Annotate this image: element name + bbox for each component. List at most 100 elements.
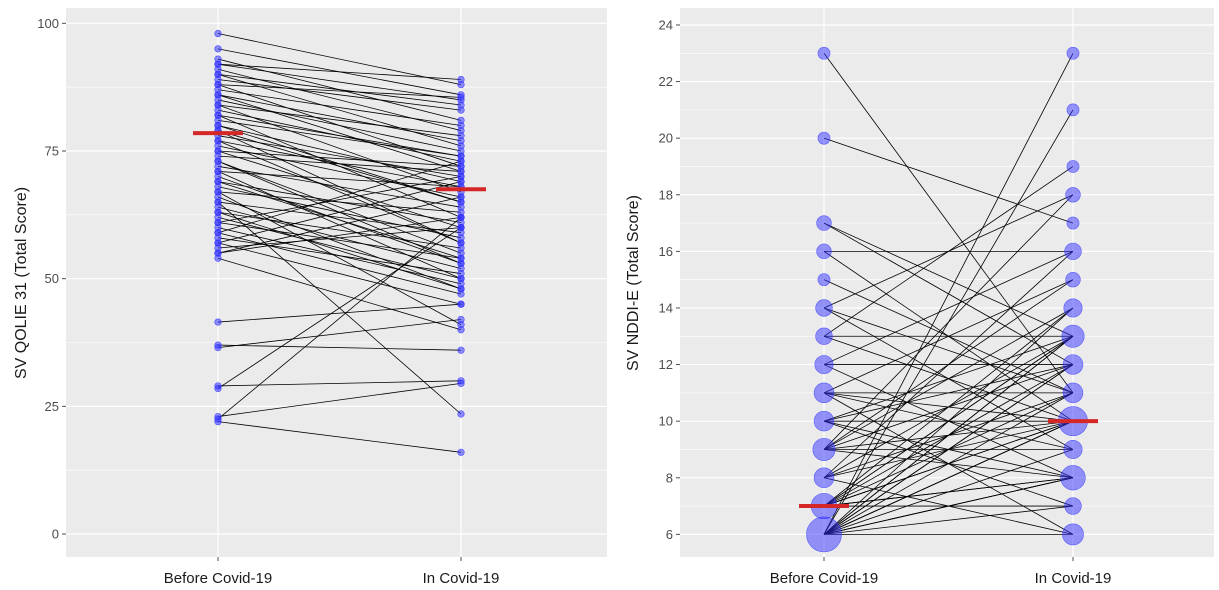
- data-point: [457, 379, 465, 387]
- data-point: [457, 213, 465, 221]
- data-point: [817, 131, 831, 145]
- data-point: [214, 208, 222, 216]
- data-point: [457, 275, 465, 283]
- pair-line: [217, 79, 462, 111]
- data-point: [457, 101, 465, 109]
- data-point: [815, 327, 833, 345]
- pair-line: [217, 94, 462, 172]
- pair-line: [217, 232, 462, 295]
- x-category-label: In Covid-19: [1035, 570, 1112, 587]
- data-point: [817, 273, 831, 287]
- pair-line: [217, 160, 462, 254]
- data-point: [457, 157, 465, 165]
- pair-line: [217, 242, 462, 305]
- data-point: [214, 384, 222, 393]
- data-point: [457, 346, 465, 354]
- pair-line: [823, 392, 1074, 535]
- data-point: [817, 46, 831, 60]
- data-point: [1062, 382, 1084, 404]
- data-point: [813, 410, 835, 432]
- data-point: [214, 344, 222, 352]
- pair-line: [217, 196, 462, 254]
- pair-line: [217, 344, 462, 351]
- data-point: [457, 321, 465, 329]
- data-point: [457, 93, 465, 101]
- data-point: [1066, 103, 1080, 117]
- pair-line: [823, 449, 1074, 535]
- pair-line: [217, 33, 462, 85]
- data-point: [1066, 216, 1080, 230]
- pair-line: [217, 89, 462, 126]
- pair-line: [823, 137, 1074, 224]
- data-point: [214, 239, 222, 247]
- y-tick-label: 50: [45, 271, 59, 286]
- y-tick-label: 22: [659, 74, 673, 89]
- pair-line: [217, 382, 462, 417]
- data-point: [1062, 354, 1084, 375]
- data-point: [457, 224, 465, 232]
- pair-line: [217, 319, 462, 349]
- pair-line: [823, 420, 1074, 535]
- data-point: [214, 29, 222, 38]
- pair-line: [217, 150, 462, 228]
- y-tick-label: 0: [52, 527, 59, 542]
- pair-line: [217, 217, 462, 420]
- pair-line: [217, 63, 462, 80]
- data-point: [813, 467, 835, 488]
- pair-line: [217, 104, 462, 137]
- pair-line: [217, 303, 462, 323]
- y-tick-label: 20: [659, 131, 673, 146]
- data-point: [812, 437, 836, 461]
- y-tick-label: 25: [45, 399, 59, 414]
- data-point: [457, 300, 465, 308]
- pair-line: [823, 335, 1074, 535]
- y-tick-label: 14: [659, 300, 673, 315]
- data-point: [214, 198, 222, 206]
- y-tick-label: 16: [659, 244, 673, 259]
- pair-line: [217, 104, 462, 193]
- pair-line: [217, 191, 462, 325]
- data-point: [214, 137, 222, 145]
- y-tick-label: 100: [37, 16, 59, 31]
- panel-nddie: 6 8 10 12 14 16 18 20 22 24 Before Covid-19 In Covi…: [625, 8, 1214, 587]
- data-point: [457, 193, 465, 201]
- pair-line: [217, 94, 462, 142]
- pair-line: [823, 307, 1074, 507]
- data-point: [214, 188, 222, 196]
- pair-line: [217, 119, 462, 157]
- y-tick-label: 6: [666, 527, 673, 542]
- data-point: [1063, 439, 1083, 459]
- y-axis-title: SV NDDI-E (Total Score): [625, 195, 642, 371]
- pair-line: [823, 53, 1074, 535]
- panel-qolie31: 0 25 50 75 100 Before Covid-19 In Covid-19 SV Q…: [13, 8, 607, 587]
- pair-line: [823, 222, 1074, 337]
- data-point: [815, 299, 833, 317]
- pair-line: [217, 216, 462, 254]
- data-point: [806, 516, 842, 553]
- pair-line: [217, 150, 462, 167]
- data-point: [214, 111, 222, 119]
- data-point: [816, 243, 832, 260]
- data-point: [214, 81, 222, 89]
- data-point: [1062, 523, 1084, 546]
- pair-line: [823, 109, 1074, 535]
- pair-line: [217, 211, 462, 290]
- pair-line: [217, 176, 462, 223]
- pair-line: [217, 257, 462, 331]
- pair-line: [217, 84, 462, 98]
- data-point: [1065, 187, 1081, 203]
- data-point: [214, 418, 222, 426]
- data-point: [214, 157, 222, 165]
- pair-line: [217, 181, 462, 244]
- pair-line: [217, 114, 462, 157]
- pair-line: [823, 166, 1074, 337]
- pair-line: [217, 135, 462, 177]
- data-point: [1065, 271, 1081, 288]
- data-point: [1060, 465, 1086, 491]
- pair-line: [823, 364, 1074, 535]
- data-point: [1061, 324, 1085, 348]
- pair-line: [217, 125, 462, 183]
- pair-line: [217, 227, 462, 249]
- data-point: [813, 382, 835, 404]
- y-tick-label: 8: [666, 470, 673, 485]
